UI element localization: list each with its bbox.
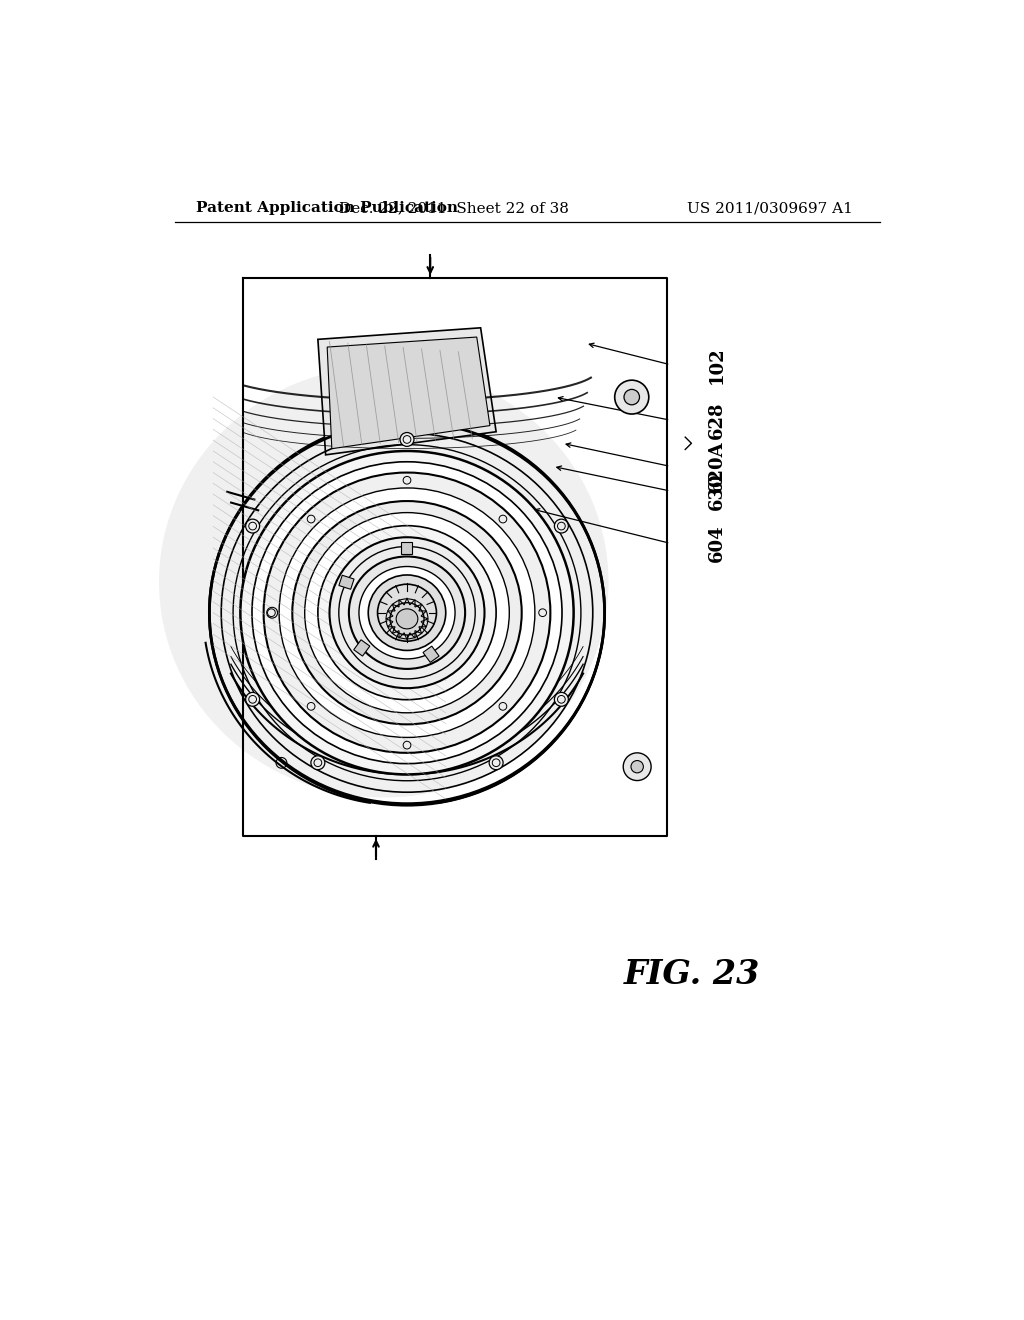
- Circle shape: [539, 609, 547, 616]
- Circle shape: [311, 756, 325, 770]
- Circle shape: [403, 477, 411, 484]
- Bar: [423, 645, 439, 663]
- Circle shape: [499, 515, 507, 523]
- Circle shape: [624, 389, 640, 405]
- Circle shape: [246, 519, 260, 533]
- Circle shape: [489, 756, 503, 770]
- Ellipse shape: [241, 451, 573, 775]
- Circle shape: [554, 519, 568, 533]
- Ellipse shape: [359, 566, 455, 659]
- Ellipse shape: [280, 488, 535, 738]
- Ellipse shape: [252, 462, 562, 763]
- Ellipse shape: [369, 576, 445, 651]
- Circle shape: [614, 380, 649, 414]
- Ellipse shape: [292, 502, 521, 725]
- Polygon shape: [317, 327, 496, 455]
- Text: 102: 102: [708, 346, 726, 384]
- Text: US 2011/0309697 A1: US 2011/0309697 A1: [687, 202, 853, 215]
- Ellipse shape: [390, 603, 424, 635]
- Text: 620A: 620A: [708, 441, 726, 492]
- Circle shape: [400, 433, 414, 446]
- Circle shape: [307, 702, 315, 710]
- Text: Patent Application Publication: Patent Application Publication: [197, 202, 458, 215]
- Text: FIG. 23: FIG. 23: [624, 958, 761, 991]
- Bar: [400, 541, 412, 554]
- Text: 604: 604: [708, 524, 726, 562]
- Circle shape: [403, 742, 411, 748]
- Polygon shape: [328, 337, 489, 449]
- Circle shape: [631, 760, 643, 774]
- Circle shape: [624, 752, 651, 780]
- Circle shape: [246, 693, 260, 706]
- Ellipse shape: [330, 537, 484, 688]
- Text: 628: 628: [708, 401, 726, 440]
- Ellipse shape: [317, 525, 496, 700]
- Text: 630: 630: [708, 473, 726, 510]
- Circle shape: [554, 693, 568, 706]
- Bar: [353, 640, 370, 656]
- Circle shape: [267, 609, 275, 616]
- Ellipse shape: [396, 609, 418, 628]
- Ellipse shape: [305, 512, 509, 713]
- Bar: [339, 576, 354, 589]
- Ellipse shape: [378, 585, 436, 642]
- Text: Dec. 22, 2011  Sheet 22 of 38: Dec. 22, 2011 Sheet 22 of 38: [339, 202, 568, 215]
- Circle shape: [307, 515, 315, 523]
- Circle shape: [499, 702, 507, 710]
- Ellipse shape: [159, 367, 608, 797]
- Ellipse shape: [349, 557, 465, 669]
- Ellipse shape: [263, 473, 550, 752]
